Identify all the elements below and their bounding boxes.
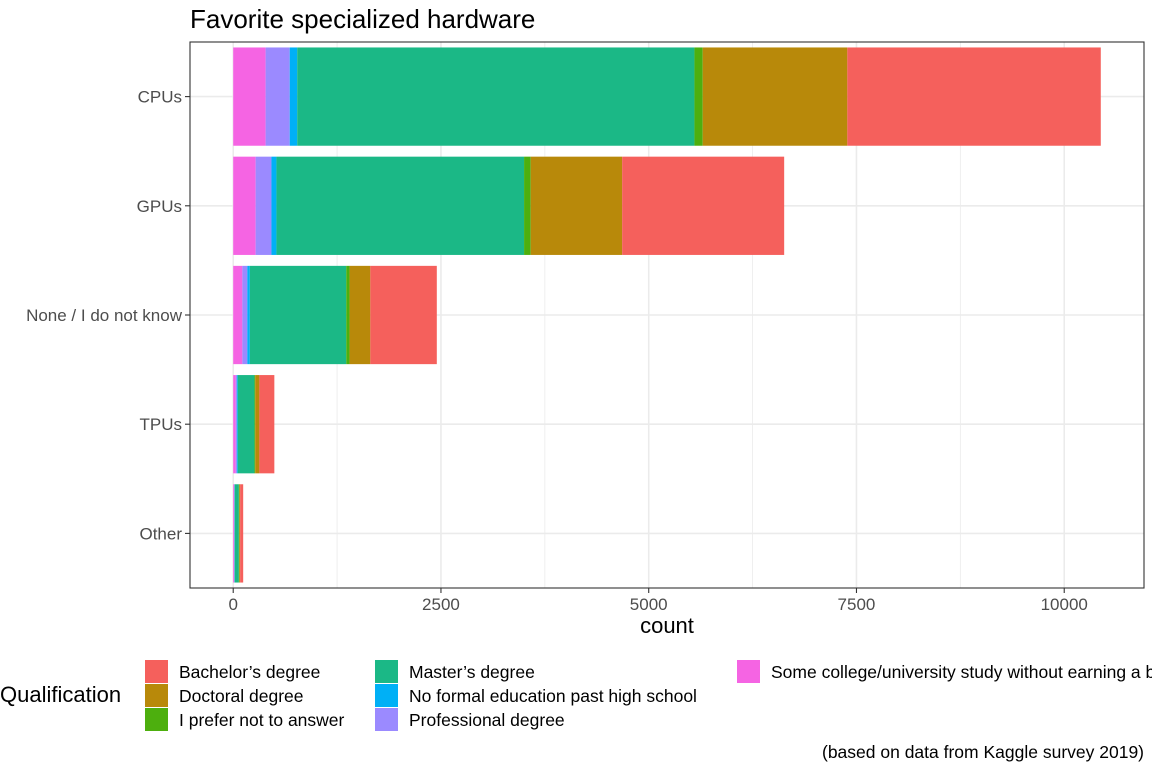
legend-key-i-prefer-not-to-answer — [145, 708, 168, 731]
y-tick-label-gpus: GPUs — [137, 197, 182, 216]
bar-none-i-do-not-know-doctoral-degree — [349, 265, 371, 365]
legend-label-bachelor-s-degree: Bachelor’s degree — [179, 662, 320, 682]
bar-tpus-professional-degree — [235, 375, 237, 474]
x-tick-label-7500: 7500 — [838, 595, 876, 614]
chart-title: Favorite specialized hardware — [190, 4, 535, 34]
bar-tpus-i-prefer-not-to-answer — [254, 375, 256, 474]
bars — [233, 47, 1101, 583]
y-tick-label-tpus: TPUs — [140, 415, 183, 434]
bar-tpus-no-formal-education-past-high-school — [236, 375, 238, 474]
bar-gpus-some-college-university-study-without-ea — [233, 156, 256, 255]
y-tick-label-cpus: CPUs — [138, 88, 182, 107]
legend-key-doctoral-degree — [145, 684, 168, 707]
x-tick-label-5000: 5000 — [630, 595, 668, 614]
y-tick-label-other: Other — [139, 524, 182, 543]
legend: Qualification Bachelor’s degree Doctoral d… — [0, 660, 1152, 731]
bar-tpus-doctoral-degree — [255, 375, 260, 474]
bar-cpus-i-prefer-not-to-answer — [694, 47, 703, 146]
bar-none-i-do-not-know-i-prefer-not-to-answer — [346, 265, 350, 365]
legend-key-some-college-university-study-without-ea — [737, 660, 760, 683]
x-tick-label-2500: 2500 — [422, 595, 460, 614]
legend-key-no-formal-education-past-high-school — [375, 684, 398, 707]
legend-key-master-s-degree — [375, 660, 398, 683]
bar-cpus-some-college-university-study-without-ea — [233, 47, 266, 146]
bar-cpus-master-s-degree — [297, 47, 695, 146]
legend-key-professional-degree — [375, 708, 398, 731]
caption: (based on data from Kaggle survey 2019) — [822, 742, 1144, 762]
bar-cpus-no-formal-education-past-high-school — [289, 47, 298, 146]
legend-label-no-formal-education-past-high-school: No formal education past high school — [409, 686, 697, 706]
legend-label-i-prefer-not-to-answer: I prefer not to answer — [179, 710, 345, 730]
y-tick-label-none-i-do-not-know: None / I do not know — [26, 306, 183, 325]
bar-other-master-s-degree — [234, 484, 239, 583]
bar-none-i-do-not-know-master-s-degree — [249, 265, 347, 365]
bar-cpus-professional-degree — [265, 47, 290, 146]
bar-other-some-college-university-study-without-ea — [233, 484, 235, 583]
bar-none-i-do-not-know-no-formal-education-past-high-school — [247, 265, 250, 365]
legend-title: Qualification — [0, 682, 121, 707]
bar-other-bachelor-s-degree — [240, 484, 244, 583]
legend-label-some-college-university-study-without-ea: Some college/university study without ea… — [771, 662, 1152, 682]
legend-label-master-s-degree: Master’s degree — [409, 662, 535, 682]
bar-gpus-bachelor-s-degree — [622, 156, 785, 255]
legend-label-doctoral-degree: Doctoral degree — [179, 686, 304, 706]
bar-none-i-do-not-know-bachelor-s-degree — [370, 265, 437, 365]
bar-gpus-professional-degree — [255, 156, 272, 255]
legend-key-bachelor-s-degree — [145, 660, 168, 683]
bar-gpus-master-s-degree — [276, 156, 525, 255]
bar-cpus-bachelor-s-degree — [847, 47, 1101, 146]
bar-cpus-doctoral-degree — [702, 47, 848, 146]
bar-tpus-master-s-degree — [237, 375, 255, 474]
bar-tpus-bachelor-s-degree — [259, 375, 275, 474]
y-axis: CPUs GPUs None / I do not know TPUs Other — [26, 88, 190, 543]
x-tick-label-0: 0 — [228, 595, 237, 614]
bar-gpus-no-formal-education-past-high-school — [271, 156, 277, 255]
bar-none-i-do-not-know-professional-degree — [242, 265, 248, 365]
legend-label-professional-degree: Professional degree — [409, 710, 565, 730]
bar-gpus-doctoral-degree — [530, 156, 623, 255]
bar-other-doctoral-degree — [239, 484, 241, 583]
bar-gpus-i-prefer-not-to-answer — [524, 156, 531, 255]
bar-tpus-some-college-university-study-without-ea — [233, 375, 236, 474]
x-axis-title: count — [640, 613, 694, 638]
bar-none-i-do-not-know-some-college-university-study-without-ea — [233, 265, 243, 365]
x-axis: 0 2500 5000 7500 10000 — [228, 588, 1088, 614]
x-tick-label-10000: 10000 — [1041, 595, 1088, 614]
